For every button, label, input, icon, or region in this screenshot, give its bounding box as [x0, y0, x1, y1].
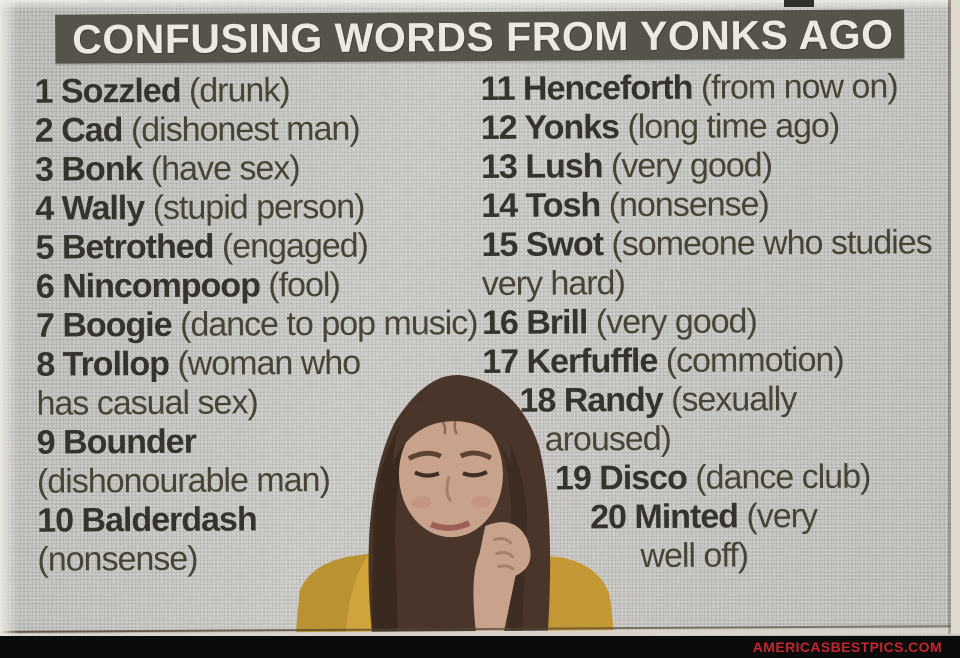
- word-entry: 13 Lush (very good): [481, 145, 946, 187]
- word-term: 6 Nincompoop: [35, 266, 261, 306]
- word-entry: 7 Boogie (dance to pop music): [36, 304, 486, 346]
- word-definition: (very good): [587, 302, 757, 342]
- word-definition: (from now on): [692, 67, 898, 107]
- word-term: 14 Tosh: [481, 186, 601, 225]
- word-definition: (long time ago): [618, 106, 840, 147]
- watermark-bar: AMERICASBESTPICS.COM: [0, 636, 960, 658]
- word-term: 15 Swot: [481, 225, 604, 264]
- headline-title: CONFUSING WORDS FROM YONKS AGO: [72, 11, 894, 63]
- word-definition: (drunk): [180, 71, 290, 110]
- word-term: 4 Wally: [35, 189, 145, 228]
- paper-crease: [948, 0, 951, 634]
- word-term: 9 Bounder: [36, 422, 196, 462]
- word-entry: 14 Tosh (nonsense): [481, 184, 946, 226]
- word-entry: 3 Bonk (have sex): [35, 148, 485, 190]
- word-entry: 16 Brill (very good): [482, 301, 947, 343]
- word-definition: (commotion): [657, 340, 844, 380]
- word-term: 1 Sozzled: [34, 71, 181, 111]
- word-entry: 11 Henceforth (from now on): [480, 67, 945, 109]
- paper-top-edge: [0, 0, 960, 10]
- paper-left-edge: [0, 0, 18, 636]
- word-term: 11 Henceforth: [480, 68, 693, 108]
- word-entry: 15 Swot (someone who studies very hard): [481, 223, 946, 304]
- word-term: 3 Bonk: [34, 150, 143, 189]
- word-term: 2 Cad: [34, 111, 123, 150]
- word-entry: 6 Nincompoop (fool): [36, 265, 486, 307]
- word-entry: 2 Cad (dishonest man): [35, 109, 485, 151]
- girl-hair-fringe: [392, 390, 511, 465]
- word-entry: 5 Betrothed (engaged): [35, 226, 485, 268]
- word-term: 5 Betrothed: [35, 227, 214, 267]
- paper-crease-highlight: [951, 0, 960, 634]
- word-definition: (stupid person): [144, 187, 365, 228]
- word-definition: (fool): [259, 265, 340, 305]
- word-definition: (dishonest man): [122, 109, 360, 150]
- puzzled-girl-photo: [288, 363, 624, 634]
- headline-bar: CONFUSING WORDS FROM YONKS AGO: [55, 9, 905, 64]
- word-term: 10 Balderdash: [37, 500, 257, 540]
- word-entry: 4 Wally (stupid person): [35, 187, 485, 229]
- word-entry: 1 Sozzled (drunk): [34, 70, 484, 112]
- girl-hand: [473, 522, 531, 633]
- newspaper-sheet: CONFUSING WORDS FROM YONKS AGO 1 Sozzled…: [1, 9, 960, 640]
- word-definition: (engaged): [213, 226, 369, 266]
- word-definition: (have sex): [142, 149, 300, 189]
- word-entry: 12 Yonks (long time ago): [481, 106, 946, 148]
- word-term: 8 Trollop: [36, 344, 170, 384]
- word-definition: (dance to pop music): [171, 304, 478, 344]
- word-term: 7 Boogie: [35, 305, 172, 345]
- word-term: 13 Lush: [480, 147, 603, 186]
- word-definition: (dance club): [686, 457, 871, 497]
- word-term: 12 Yonks: [480, 108, 620, 147]
- watermark-text: AMERICASBESTPICS.COM: [752, 639, 942, 655]
- girl-face: [398, 411, 503, 538]
- word-definition: (very good): [602, 146, 773, 186]
- page-edge-mark: [784, 0, 814, 7]
- word-definition: (nonsense): [600, 185, 769, 225]
- word-term: 16 Brill: [481, 303, 588, 342]
